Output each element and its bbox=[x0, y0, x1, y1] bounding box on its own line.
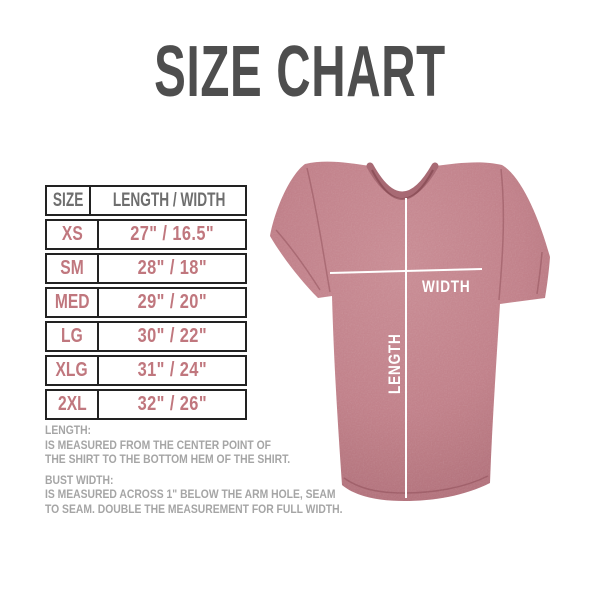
length-note: LENGTH: IS MEASURED FROM THE CENTER POIN… bbox=[45, 424, 342, 468]
length-label: LENGTH bbox=[386, 333, 405, 394]
size-cell: 2XL bbox=[47, 391, 99, 418]
table-row-lg: LG 30" / 22" bbox=[45, 321, 247, 352]
table-row-2xl: 2XL 32" / 26" bbox=[45, 389, 247, 420]
value-cell: 27" / 16.5" bbox=[99, 221, 245, 248]
value-cell: 28" / 18" bbox=[99, 255, 245, 282]
size-table: SIZE LENGTH / WIDTH XS 27" / 16.5" SM 28… bbox=[45, 185, 247, 423]
value-label: 31" / 24" bbox=[137, 359, 207, 381]
value-cell: 29" / 20" bbox=[99, 289, 245, 316]
value-label: 32" / 26" bbox=[137, 393, 207, 415]
tshirt-svg: WIDTH LENGTH bbox=[270, 161, 550, 501]
bust-note-title: BUST WIDTH: bbox=[45, 474, 114, 487]
table-header-row: SIZE LENGTH / WIDTH bbox=[45, 185, 247, 216]
size-cell: XLG bbox=[47, 357, 99, 384]
tshirt-illustration: WIDTH LENGTH bbox=[250, 124, 586, 540]
length-note-line1: IS MEASURED FROM THE CENTER POINT OF bbox=[45, 439, 271, 452]
size-cell: XS bbox=[47, 221, 99, 248]
value-label: 29" / 20" bbox=[137, 291, 207, 313]
value-cell: 32" / 26" bbox=[99, 391, 245, 418]
size-label: SM bbox=[60, 257, 84, 279]
table-row-xlg: XLG 31" / 24" bbox=[45, 355, 247, 386]
value-cell: 30" / 22" bbox=[99, 323, 245, 350]
bust-width-note: BUST WIDTH: IS MEASURED ACROSS 1" BELOW … bbox=[45, 474, 342, 518]
size-cell: SM bbox=[47, 255, 99, 282]
collar-shadow bbox=[371, 169, 434, 200]
length-note-title: LENGTH: bbox=[45, 425, 91, 437]
size-label: XS bbox=[61, 223, 83, 245]
header-length-width-label: LENGTH / WIDTH bbox=[113, 189, 226, 211]
size-label: 2XL bbox=[57, 393, 87, 415]
bust-note-line2: TO SEAM. DOUBLE THE MEASUREMENT FOR FULL… bbox=[45, 503, 343, 516]
header-size-label: SIZE bbox=[52, 189, 84, 211]
size-cell: MED bbox=[47, 289, 99, 316]
header-length-width-cell: LENGTH / WIDTH bbox=[91, 187, 247, 214]
size-label: LG bbox=[61, 325, 83, 347]
table-row-med: MED 29" / 20" bbox=[45, 287, 247, 318]
length-note-line2: THE SHIRT TO THE BOTTOM HEM OF THE SHIRT… bbox=[45, 454, 291, 466]
page-title: SIZE CHART bbox=[154, 32, 446, 112]
width-label: WIDTH bbox=[422, 278, 471, 297]
value-label: 30" / 22" bbox=[137, 325, 207, 347]
size-cell: LG bbox=[47, 323, 99, 350]
value-label: 28" / 18" bbox=[137, 257, 207, 279]
collar-band bbox=[366, 162, 439, 199]
value-cell: 31" / 24" bbox=[99, 357, 245, 384]
header-size-cell: SIZE bbox=[47, 187, 92, 214]
width-measure-line bbox=[329, 268, 483, 274]
value-label: 27" / 16.5" bbox=[130, 223, 214, 245]
measurement-notes: LENGTH: IS MEASURED FROM THE CENTER POIN… bbox=[45, 424, 376, 517]
size-label: MED bbox=[54, 291, 90, 313]
table-row-sm: SM 28" / 18" bbox=[45, 253, 247, 284]
bust-note-line1: IS MEASURED ACROSS 1" BELOW THE ARM HOLE… bbox=[45, 489, 336, 501]
size-label: XLG bbox=[55, 359, 89, 381]
table-row-xs: XS 27" / 16.5" bbox=[45, 219, 247, 250]
seam-lines bbox=[275, 167, 543, 494]
